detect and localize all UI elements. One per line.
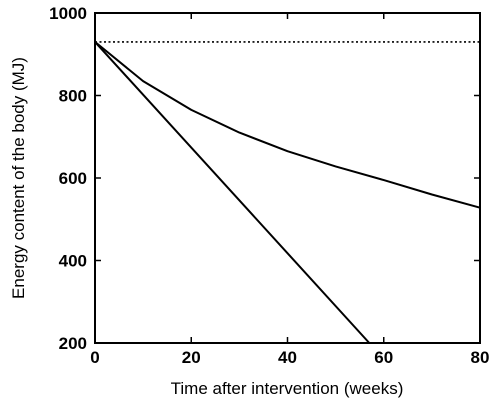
series-layer [94, 41, 481, 344]
y-tick-label: 600 [59, 169, 87, 188]
x-tick-label: 40 [278, 348, 297, 367]
x-tick-label: 20 [182, 348, 201, 367]
x-axis-title: Time after intervention (weeks) [171, 379, 404, 398]
y-tick-label: 400 [59, 252, 87, 271]
x-tick-label: 60 [374, 348, 393, 367]
plot-frame [94, 12, 481, 344]
y-tick-label: 1000 [49, 4, 87, 23]
y-tick-label: 200 [59, 334, 87, 353]
series-line-straight [94, 41, 371, 344]
x-tick-label: 80 [471, 348, 490, 367]
y-tick-label: 800 [59, 87, 87, 106]
x-tick-label: 0 [90, 348, 99, 367]
series-line-curved [94, 41, 481, 209]
tick-layer: 0 20 40 60 80 200 400 600 800 1000 [49, 4, 489, 367]
y-axis-title: Energy content of the body (MJ) [9, 57, 28, 299]
